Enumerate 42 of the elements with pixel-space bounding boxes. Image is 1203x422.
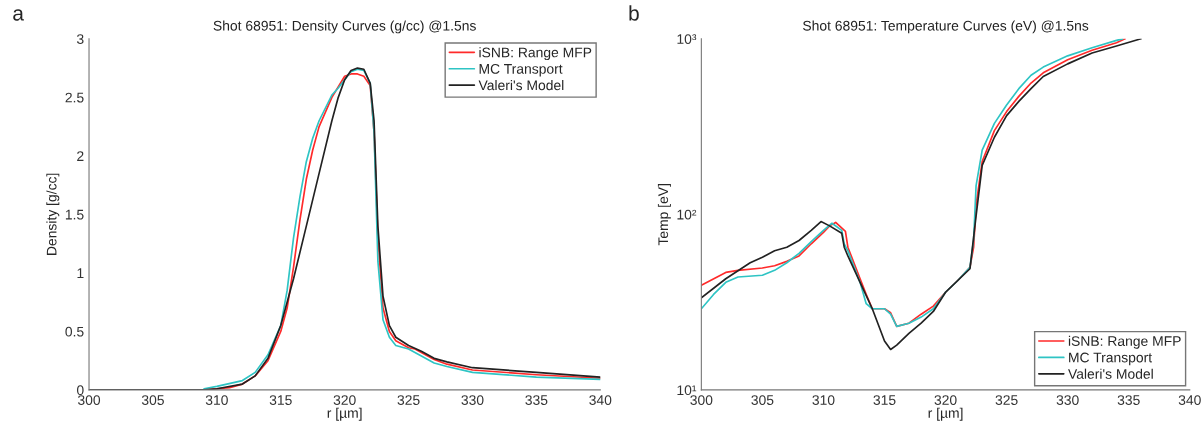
y-tick-label: 10¹ [677, 385, 697, 396]
chart-title: Shot 68951: Temperature Curves (eV) @1.5ns [803, 20, 1089, 34]
y-tick-label: 3 [76, 34, 84, 44]
legend-label: MC Transport [479, 63, 563, 77]
x-tick-label: 305 [751, 395, 774, 405]
legend-label: Valeri's Model [478, 80, 564, 91]
text: b [629, 5, 639, 21]
x-tick-label: 340 [1178, 395, 1201, 405]
y-axis-title: Temp [eV] [657, 184, 671, 246]
x-tick-label: 335 [525, 395, 548, 405]
x-tick-label: 340 [589, 395, 612, 405]
text: a [13, 9, 24, 21]
chart-title: Shot 68951: Density Curves (g/cc) @1.5ns [213, 20, 476, 34]
legend-label: iSNB: Range MFP [479, 47, 592, 61]
x-tick-label: 320 [934, 395, 957, 405]
y-tick-label: 10³ [677, 34, 697, 44]
x-tick-label: 305 [141, 395, 164, 405]
y-tick-label: 1 [77, 268, 84, 278]
x-tick-label: 320 [333, 395, 356, 405]
x-tick-label: 300 [77, 395, 101, 405]
y-tick-label: 1.5 [65, 209, 84, 220]
legend-label: MC Transport [1069, 352, 1152, 366]
legend-label: Valeri's Model [1068, 368, 1153, 379]
y-tick-label: 2.5 [65, 92, 84, 103]
x-tick-label: 325 [397, 395, 420, 405]
legend-label: iSNB: Range MFP [1068, 335, 1181, 349]
x-tick-label: 310 [812, 395, 835, 405]
x-tick-label: 330 [461, 395, 484, 405]
x-tick-label: 335 [1117, 395, 1140, 405]
y-tick-label: 2 [77, 151, 84, 161]
y-tick-label: 0.5 [65, 326, 84, 337]
x-tick-label: 315 [269, 395, 292, 405]
y-tick-label: 0 [76, 385, 84, 396]
x-axis-title: r [µm] [327, 407, 362, 421]
x-tick-label: 315 [873, 395, 896, 405]
y-axis-title: Density [g/cc] [46, 173, 60, 255]
x-tick-label: 310 [205, 395, 228, 405]
x-tick-label: 300 [690, 395, 713, 405]
y-tick-label: 10² [677, 209, 697, 220]
x-tick-label: 330 [1056, 395, 1079, 405]
x-axis-title: r [µm] [928, 407, 963, 421]
x-tick-label: 325 [995, 395, 1018, 405]
